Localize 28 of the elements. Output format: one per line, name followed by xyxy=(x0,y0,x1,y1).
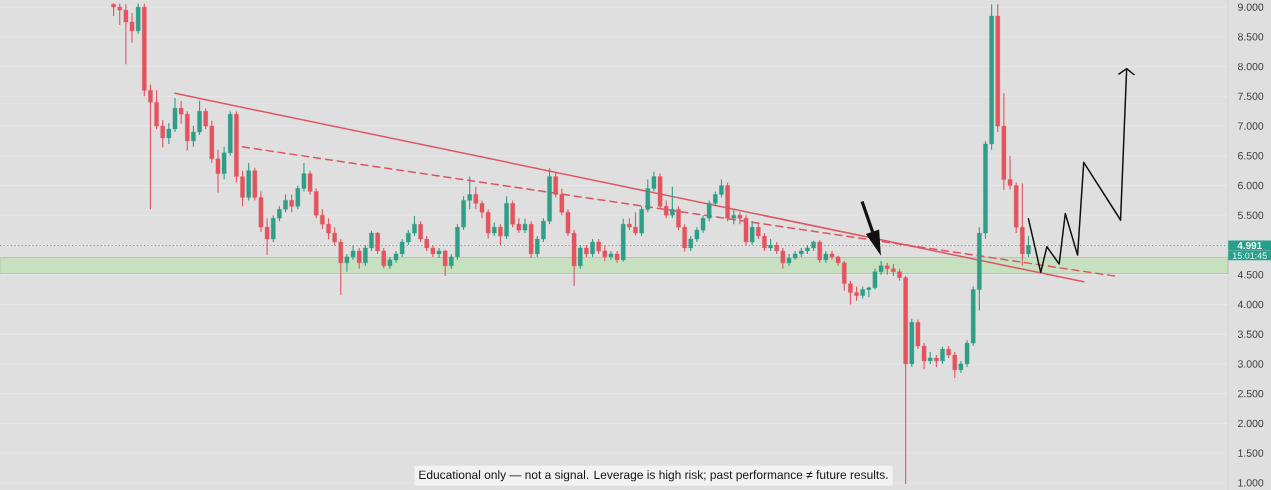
candlestick xyxy=(498,223,503,246)
candlestick xyxy=(356,247,362,270)
y-tick-label: 4.500 xyxy=(1237,271,1264,279)
y-tick-label: 3.000 xyxy=(1237,360,1264,368)
candlestick xyxy=(135,3,141,35)
candlestick xyxy=(817,239,822,264)
y-tick-label: 9.000 xyxy=(1238,3,1264,11)
candlestick xyxy=(442,249,448,277)
y-tick-label: 1.500 xyxy=(1238,449,1264,457)
text: 15:01:45 xyxy=(1232,252,1267,259)
y-tick-label: 8.000 xyxy=(1237,62,1264,71)
ref-line-label: 4.991 xyxy=(1237,241,1262,250)
candlestick xyxy=(436,247,442,259)
y-tick-label: 2.000 xyxy=(1238,419,1264,428)
y-tick-label: 3.500 xyxy=(1237,330,1264,338)
candlestick xyxy=(578,244,583,270)
y-tick-label: 6.500 xyxy=(1238,152,1264,160)
y-tick-label: 2.500 xyxy=(1238,389,1264,398)
y-tick-label: 7.500 xyxy=(1238,92,1264,101)
candlestick xyxy=(1026,235,1031,258)
y-tick-label: 5.500 xyxy=(1237,211,1264,219)
candlestick xyxy=(670,186,675,219)
y-tick-label: 4.000 xyxy=(1237,300,1264,309)
y-tick-label: 8.500 xyxy=(1237,33,1264,41)
y-tick-label: 6.000 xyxy=(1238,181,1264,190)
y-tick-label: 7.000 xyxy=(1238,122,1264,130)
annotation: Educational only — not a signal. Leverage is high risk; past performance ≠ future results. xyxy=(419,470,888,482)
y-tick-label: 1.000 xyxy=(1238,479,1264,487)
